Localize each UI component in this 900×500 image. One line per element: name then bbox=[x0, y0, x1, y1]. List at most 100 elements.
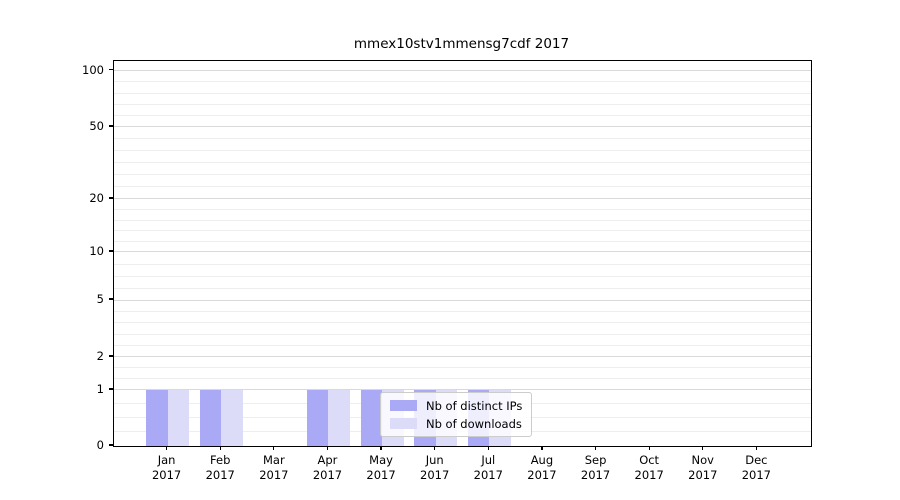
y-tick-mark bbox=[109, 125, 113, 127]
gridline-minor bbox=[114, 378, 811, 380]
y-tick-label: 10 bbox=[89, 243, 104, 258]
gridline-minor bbox=[114, 345, 811, 347]
y-tick-mark bbox=[109, 444, 113, 446]
y-tick-mark bbox=[109, 68, 113, 71]
x-tick-month: Nov bbox=[691, 453, 714, 467]
legend-item-distinct-ips: Nb of distinct IPs bbox=[390, 398, 522, 413]
x-tick-label-apr: Apr 2017 bbox=[295, 453, 359, 483]
x-tick-month: May bbox=[369, 453, 393, 467]
x-tick-mark bbox=[594, 446, 597, 450]
gridline-minor bbox=[114, 81, 811, 83]
bar-layer bbox=[114, 61, 811, 446]
x-tick-label-jun: Jun 2017 bbox=[403, 453, 467, 483]
gridline-minor bbox=[114, 150, 811, 152]
bar-distinct-ips-jan bbox=[146, 389, 168, 446]
x-tick-month: Jan bbox=[157, 453, 176, 467]
x-tick-month: Jun bbox=[425, 453, 444, 467]
gridline-minor bbox=[114, 322, 811, 324]
x-tick-year: 2017 bbox=[312, 468, 343, 482]
x-tick-month: Dec bbox=[745, 453, 768, 467]
gridline-major bbox=[114, 356, 811, 358]
x-tick-label-dec: Dec 2017 bbox=[724, 453, 788, 483]
x-tick-mark bbox=[219, 446, 221, 450]
y-tick-mark bbox=[109, 355, 113, 357]
x-tick-year: 2017 bbox=[473, 468, 503, 482]
y-tick-label: 1 bbox=[96, 381, 104, 396]
bar-distinct-ips-may bbox=[360, 389, 383, 446]
gridline-minor bbox=[114, 275, 811, 277]
y-tick-label: 50 bbox=[89, 118, 104, 133]
x-tick-month: Sep bbox=[584, 453, 607, 467]
x-tick-year: 2017 bbox=[634, 468, 664, 482]
y-tick-label: 20 bbox=[89, 190, 104, 205]
y-tick-label: 2 bbox=[96, 348, 104, 363]
y-tick-mark bbox=[109, 250, 113, 252]
y-tick-mark bbox=[109, 197, 113, 199]
gridline-minor bbox=[114, 240, 811, 242]
legend-label-downloads: Nb of downloads bbox=[426, 416, 522, 431]
x-tick-mark bbox=[380, 446, 382, 450]
x-tick-label-may: May 2017 bbox=[349, 453, 413, 483]
y-tick-label: 0 bbox=[96, 438, 104, 452]
gridline-minor bbox=[114, 263, 811, 265]
legend-label-distinct-ips: Nb of distinct IPs bbox=[426, 398, 523, 413]
x-tick-month: Apr bbox=[317, 453, 338, 467]
x-tick-month: Oct bbox=[639, 453, 660, 467]
gridline-minor bbox=[114, 310, 811, 312]
bar-distinct-ips-apr bbox=[306, 389, 329, 446]
x-tick-label-jan: Jan 2017 bbox=[135, 453, 199, 483]
x-tick-mark bbox=[648, 446, 650, 450]
legend-swatch-downloads bbox=[390, 418, 417, 429]
x-tick-month: Mar bbox=[262, 453, 285, 467]
gridline-minor bbox=[114, 92, 811, 94]
bar-downloads-apr bbox=[328, 389, 350, 446]
y-tick-label: 100 bbox=[82, 62, 104, 77]
y-tick-mark bbox=[109, 388, 113, 390]
gridline-minor bbox=[114, 174, 811, 176]
gridline-major bbox=[114, 251, 811, 253]
legend-swatch-distinct-ips bbox=[390, 400, 417, 411]
x-tick-mark bbox=[755, 446, 757, 450]
gridline-minor bbox=[114, 333, 811, 335]
x-tick-year: 2017 bbox=[205, 468, 235, 482]
y-tick-label: 5 bbox=[96, 292, 104, 306]
x-tick-year: 2017 bbox=[688, 468, 718, 482]
gridline-major bbox=[114, 70, 811, 71]
x-tick-label-sep: Sep 2017 bbox=[564, 453, 628, 483]
x-tick-label-aug: Aug 2017 bbox=[510, 453, 574, 483]
gridline-minor bbox=[114, 219, 811, 221]
x-tick-year: 2017 bbox=[527, 468, 557, 482]
x-tick-mark bbox=[702, 446, 704, 450]
x-tick-label-jul: Jul 2017 bbox=[456, 453, 520, 483]
legend-item-downloads: Nb of downloads bbox=[390, 416, 522, 431]
gridline-minor bbox=[114, 287, 811, 289]
gridline-minor bbox=[114, 138, 811, 140]
x-tick-mark bbox=[487, 446, 489, 450]
x-tick-mark bbox=[434, 446, 436, 450]
x-tick-mark bbox=[541, 446, 543, 450]
gridline-minor bbox=[114, 115, 811, 117]
gridline-major bbox=[114, 389, 811, 391]
x-tick-mark bbox=[166, 446, 168, 450]
x-tick-year: 2017 bbox=[366, 468, 396, 482]
bar-downloads-jan bbox=[167, 389, 190, 446]
gridline-minor bbox=[114, 209, 811, 211]
plot-area: Nb of distinct IPs Nb of downloads bbox=[113, 60, 812, 447]
x-tick-year: 2017 bbox=[420, 468, 450, 482]
y-tick-mark bbox=[109, 298, 113, 300]
gridline-minor bbox=[114, 162, 811, 164]
legend: Nb of distinct IPs Nb of downloads bbox=[380, 392, 533, 437]
gridline-minor bbox=[114, 103, 811, 105]
gridline-minor bbox=[114, 367, 811, 369]
x-tick-year: 2017 bbox=[259, 468, 289, 482]
bar-distinct-ips-feb bbox=[199, 389, 222, 446]
x-tick-year: 2017 bbox=[151, 468, 182, 482]
x-tick-month: Jul bbox=[481, 453, 496, 467]
x-tick-year: 2017 bbox=[580, 468, 611, 482]
x-tick-month: Aug bbox=[530, 453, 554, 467]
gridline-minor bbox=[114, 230, 811, 232]
x-tick-mark bbox=[273, 446, 275, 450]
x-tick-mark bbox=[326, 446, 329, 450]
bar-downloads-feb bbox=[221, 389, 243, 446]
